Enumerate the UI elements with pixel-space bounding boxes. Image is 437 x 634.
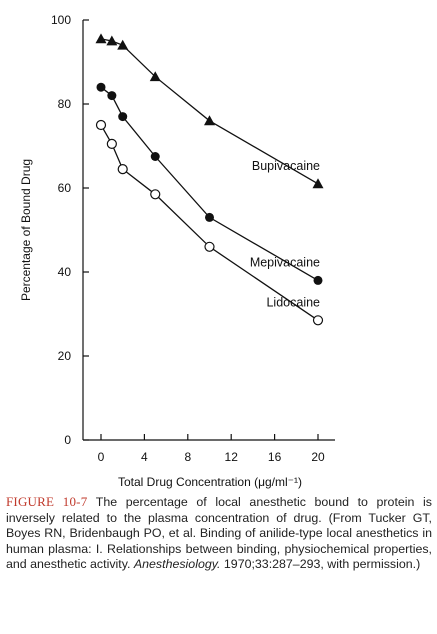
y-tick-label-20: 20 xyxy=(58,349,72,363)
point-mepivacaine-0 xyxy=(96,82,106,92)
x-tick-label-20: 20 xyxy=(311,450,325,464)
series-mepivacaine: Mepivacaine xyxy=(96,82,323,285)
y-tick-label-80: 80 xyxy=(58,97,72,111)
point-lidocaine-1 xyxy=(106,138,117,149)
x-tick-label-4: 4 xyxy=(141,450,148,464)
point-bupivacaine-2 xyxy=(117,39,129,50)
series-bupivacaine: Bupivacaine xyxy=(95,33,324,189)
series-label-bupivacaine: Bupivacaine xyxy=(252,159,320,173)
series-layer: Bupivacaine Mepivacaine Lidocaine xyxy=(95,33,324,326)
point-bupivacaine-4 xyxy=(204,115,215,126)
series-label-mepivacaine: Mepivacaine xyxy=(250,255,320,269)
caption-citation: 1970;33:287–293, with permission.) xyxy=(223,557,421,572)
x-tick-label-12: 12 xyxy=(225,450,239,464)
caption-text: The percentage of local anesthetic bound… xyxy=(6,495,432,572)
point-bupivacaine-5 xyxy=(312,178,324,189)
series-lidocaine: Lidocaine xyxy=(95,119,324,326)
point-mepivacaine-2 xyxy=(118,112,128,122)
point-mepivacaine-1 xyxy=(107,91,117,101)
axes: 0 20 40 60 80 100 0 4 8 12 16 20 xyxy=(51,13,335,464)
figure-caption: FIGURE 10-7 The percentage of local anes… xyxy=(6,494,432,573)
point-bupivacaine-1 xyxy=(106,35,118,46)
y-tick-label-100: 100 xyxy=(51,13,71,27)
y-tick-label-0: 0 xyxy=(64,433,71,447)
point-mepivacaine-4 xyxy=(205,212,214,222)
series-label-lidocaine: Lidocaine xyxy=(266,295,320,309)
point-mepivacaine-5 xyxy=(313,275,323,285)
point-lidocaine-4 xyxy=(204,241,215,252)
point-lidocaine-2 xyxy=(117,164,128,175)
point-lidocaine-3 xyxy=(150,189,161,200)
point-bupivacaine-0 xyxy=(95,33,107,44)
point-mepivacaine-3 xyxy=(150,152,160,161)
chart: 0 20 40 60 80 100 0 4 8 12 16 20 Percentage of Boun… xyxy=(19,13,335,489)
y-tick-label-40: 40 xyxy=(58,265,72,279)
figure-label: FIGURE 10-7 xyxy=(6,494,88,509)
x-tick-label-16: 16 xyxy=(268,450,282,464)
x-axis-title: Total Drug Concentration (μg/ml⁻¹) xyxy=(118,475,302,489)
x-tick-label-0: 0 xyxy=(98,450,105,464)
y-axis-title: Percentage of Bound Drug xyxy=(19,159,33,301)
series-line-lidocaine xyxy=(100,124,319,321)
y-tick-label-60: 60 xyxy=(58,181,72,195)
point-lidocaine-0 xyxy=(95,119,107,131)
x-tick-label-8: 8 xyxy=(184,450,191,464)
point-bupivacaine-3 xyxy=(149,71,161,82)
point-lidocaine-5 xyxy=(312,315,324,326)
caption-journal: Anesthesiology. xyxy=(133,557,221,572)
